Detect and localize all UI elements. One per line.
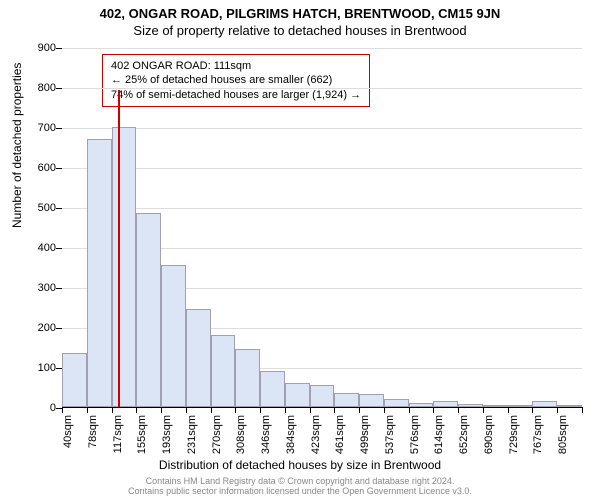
- annotation-line3: 74% of semi-detached houses are larger (…: [111, 88, 361, 102]
- histogram-bar: [87, 139, 112, 407]
- x-tick: [260, 407, 261, 413]
- x-tick: [334, 407, 335, 413]
- histogram-bar: [458, 404, 483, 407]
- histogram-bar: [409, 403, 434, 407]
- x-tick: [285, 407, 286, 413]
- histogram-bar: [285, 383, 310, 407]
- x-tick: [87, 407, 88, 413]
- histogram-bar: [235, 349, 260, 407]
- x-tick: [359, 407, 360, 413]
- property-marker-line: [118, 90, 120, 407]
- x-tick: [532, 407, 533, 413]
- grid-line: [62, 168, 582, 169]
- x-tick: [557, 407, 558, 413]
- y-tick-label: 200: [26, 322, 56, 334]
- histogram-bar: [557, 405, 582, 407]
- x-tick: [235, 407, 236, 413]
- chart-subtitle: Size of property relative to detached ho…: [0, 21, 600, 38]
- x-tick: [458, 407, 459, 413]
- grid-line: [62, 88, 582, 89]
- x-tick: [483, 407, 484, 413]
- histogram-bar: [384, 399, 409, 407]
- y-tick: [56, 88, 62, 89]
- footer-line2: Contains public sector information licen…: [0, 487, 600, 497]
- plot-area: 402 ONGAR ROAD: 111sqm ← 25% of detached…: [62, 48, 582, 408]
- y-tick-label: 800: [26, 82, 56, 94]
- y-tick-label: 900: [26, 42, 56, 54]
- x-tick: [186, 407, 187, 413]
- histogram-bar: [112, 127, 137, 407]
- chart-container: 402, ONGAR ROAD, PILGRIMS HATCH, BRENTWO…: [0, 0, 600, 500]
- x-tick: [508, 407, 509, 413]
- annotation-line2: ← 25% of detached houses are smaller (66…: [111, 73, 361, 87]
- x-tick: [161, 407, 162, 413]
- histogram-bar: [161, 265, 186, 407]
- grid-line: [62, 208, 582, 209]
- y-tick: [56, 328, 62, 329]
- y-tick: [56, 168, 62, 169]
- histogram-bar: [186, 309, 211, 407]
- x-tick: [62, 407, 63, 413]
- x-tick: [310, 407, 311, 413]
- y-tick: [56, 48, 62, 49]
- y-axis-title: Number of detached properties: [10, 63, 24, 228]
- x-tick: [582, 407, 583, 413]
- y-tick-label: 700: [26, 122, 56, 134]
- y-tick-label: 500: [26, 202, 56, 214]
- histogram-bar: [136, 213, 161, 407]
- grid-line: [62, 128, 582, 129]
- footer-attribution: Contains HM Land Registry data © Crown c…: [0, 477, 600, 497]
- x-tick: [136, 407, 137, 413]
- y-tick: [56, 208, 62, 209]
- histogram-bar: [359, 394, 384, 407]
- histogram-bar: [433, 401, 458, 407]
- chart-title-address: 402, ONGAR ROAD, PILGRIMS HATCH, BRENTWO…: [0, 0, 600, 21]
- histogram-bar: [483, 405, 508, 407]
- annotation-line1: 402 ONGAR ROAD: 111sqm: [111, 59, 361, 73]
- x-tick: [409, 407, 410, 413]
- histogram-bar: [310, 385, 335, 407]
- x-tick: [384, 407, 385, 413]
- y-tick-label: 100: [26, 362, 56, 374]
- y-tick-label: 300: [26, 282, 56, 294]
- y-tick: [56, 248, 62, 249]
- y-tick-label: 0: [26, 402, 56, 414]
- x-tick: [433, 407, 434, 413]
- histogram-bar: [62, 353, 87, 407]
- histogram-bar: [211, 335, 236, 407]
- x-tick: [211, 407, 212, 413]
- y-tick-label: 400: [26, 242, 56, 254]
- y-tick: [56, 288, 62, 289]
- histogram-bar: [260, 371, 285, 407]
- grid-line: [62, 48, 582, 49]
- annotation-box: 402 ONGAR ROAD: 111sqm ← 25% of detached…: [102, 54, 370, 107]
- histogram-bar: [334, 393, 359, 407]
- y-tick: [56, 128, 62, 129]
- x-tick: [112, 407, 113, 413]
- histogram-bar: [508, 405, 533, 407]
- y-tick-label: 600: [26, 162, 56, 174]
- histogram-bar: [532, 401, 557, 407]
- x-axis-title: Distribution of detached houses by size …: [0, 458, 600, 472]
